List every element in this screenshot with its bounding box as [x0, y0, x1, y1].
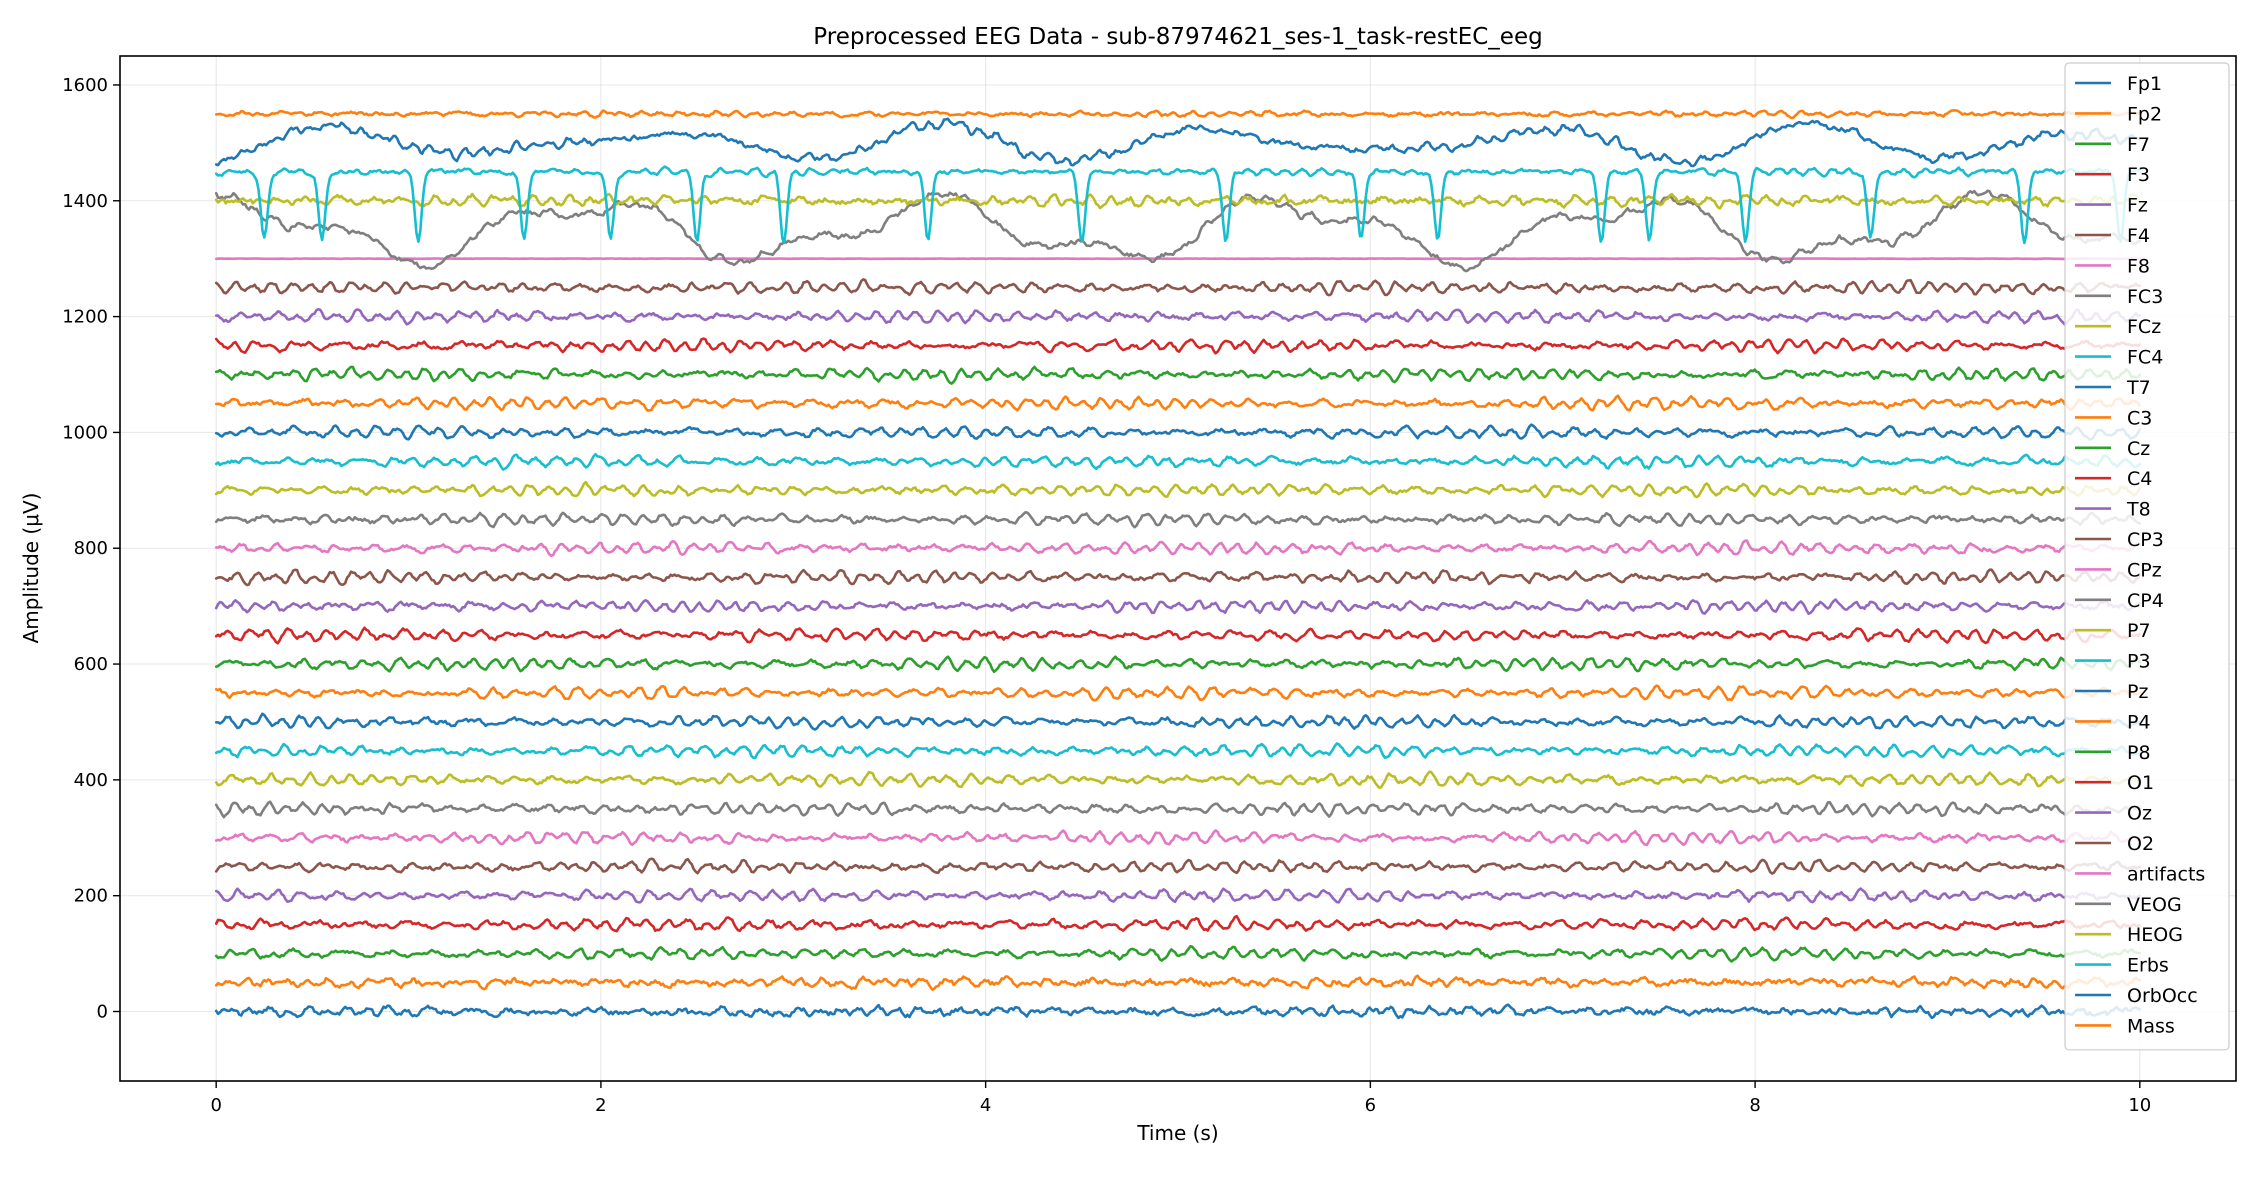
trace-mass — [214, 974, 2142, 991]
trace-erbs — [214, 742, 2142, 760]
legend-label: artifacts — [2127, 863, 2205, 885]
legend-label: Fp1 — [2127, 73, 2162, 95]
legend-label: F8 — [2127, 255, 2150, 277]
x-tick-label: 0 — [210, 1095, 221, 1116]
y-tick-label: 400 — [74, 770, 108, 791]
legend-label: FC4 — [2127, 347, 2163, 369]
legend-label: T7 — [2126, 377, 2151, 399]
legend-label: CP4 — [2127, 590, 2164, 612]
x-tick-label: 6 — [1365, 1095, 1376, 1116]
trace-t7 — [214, 423, 2142, 441]
trace-veog — [214, 800, 2142, 819]
trace-o1 — [214, 914, 2142, 933]
legend-label: P7 — [2127, 620, 2151, 642]
trace-oz — [214, 887, 2142, 904]
trace-heog — [214, 770, 2142, 789]
trace-artifacts — [214, 829, 2142, 847]
x-tick-label: 8 — [1749, 1095, 1760, 1116]
y-tick-label: 600 — [74, 654, 108, 675]
x-tick-label: 2 — [595, 1095, 606, 1116]
y-axis-label: Amplitude (μV) — [19, 493, 43, 644]
chart-title: Preprocessed EEG Data - sub-87974621_ses… — [813, 24, 1542, 50]
trace-f4 — [214, 278, 2142, 297]
legend-label: Fp2 — [2127, 103, 2162, 125]
plot-area — [214, 109, 2142, 1020]
trace-cpz — [214, 539, 2142, 558]
legend-label: Pz — [2127, 681, 2148, 703]
legend-label: HEOG — [2127, 924, 2183, 946]
y-tick-label: 800 — [74, 538, 108, 559]
y-tick-label: 1600 — [62, 75, 108, 96]
legend-label: CPz — [2127, 559, 2162, 581]
legend-box — [2064, 62, 2230, 1051]
trace-t8 — [214, 598, 2142, 615]
legend-label: P8 — [2127, 742, 2151, 764]
trace-p3 — [214, 452, 2142, 471]
trace-fcz — [214, 192, 2142, 210]
legend-label: P4 — [2127, 711, 2151, 733]
legend-label: F3 — [2127, 164, 2150, 186]
y-tick-label: 0 — [97, 1002, 108, 1023]
legend-label: O1 — [2127, 772, 2154, 794]
legend-label: P3 — [2127, 651, 2151, 673]
trace-c3 — [214, 394, 2142, 412]
legend-label: FCz — [2127, 316, 2161, 338]
trace-o2 — [214, 857, 2142, 875]
legend-label: T8 — [2126, 499, 2151, 521]
trace-orbocc — [214, 1003, 2142, 1020]
trace-p4 — [214, 684, 2142, 702]
trace-fc4 — [214, 165, 2142, 245]
legend-label: CP3 — [2127, 529, 2164, 551]
legend-label: Fz — [2127, 195, 2148, 217]
y-tick-label: 1200 — [62, 307, 108, 328]
x-tick-label: 4 — [980, 1095, 991, 1116]
trace-fz — [214, 308, 2142, 326]
x-axis-label: Time (s) — [1136, 1121, 1218, 1145]
legend-label: Oz — [2127, 803, 2152, 825]
trace-p7 — [214, 480, 2142, 499]
legend-label: F4 — [2127, 225, 2150, 247]
legend-label: Erbs — [2127, 955, 2169, 977]
trace-c4 — [214, 626, 2142, 645]
trace-fc3 — [214, 189, 2142, 273]
trace-f3 — [214, 337, 2142, 355]
trace-fp2 — [214, 109, 2142, 120]
legend-label: Mass — [2127, 1015, 2175, 1037]
axis-ticks: 0 2 4 6 8 10 0 200 400 600 800 1000 1200 1400 1600 — [62, 75, 2151, 1116]
trace-pz — [214, 712, 2142, 731]
trace-cp4 — [214, 511, 2142, 529]
legend-label: C4 — [2127, 468, 2152, 490]
y-tick-label: 200 — [74, 886, 108, 907]
legend-label: VEOG — [2127, 894, 2182, 916]
legend: Fp1 Fp2 F7 F3 Fz F4 F8 FC3 FCz FC4 T7 C3 Cz C4 T8 CP3 CP… — [2064, 62, 2230, 1051]
x-tick-label: 10 — [2128, 1095, 2151, 1116]
legend-label: O2 — [2127, 833, 2154, 855]
trace-f7 — [214, 365, 2142, 385]
trace-cp3 — [214, 568, 2142, 587]
legend-label: OrbOcc — [2127, 985, 2198, 1007]
trace-fp1 — [214, 117, 2142, 168]
legend-label: F7 — [2127, 134, 2150, 156]
y-tick-label: 1400 — [62, 191, 108, 212]
y-tick-label: 1000 — [62, 422, 108, 443]
legend-label: Cz — [2127, 438, 2150, 460]
trace-cz — [214, 655, 2142, 674]
axes-frame — [119, 55, 2237, 1082]
legend-label: FC3 — [2127, 286, 2163, 308]
legend-label: C3 — [2127, 407, 2152, 429]
trace-p8 — [214, 944, 2142, 963]
